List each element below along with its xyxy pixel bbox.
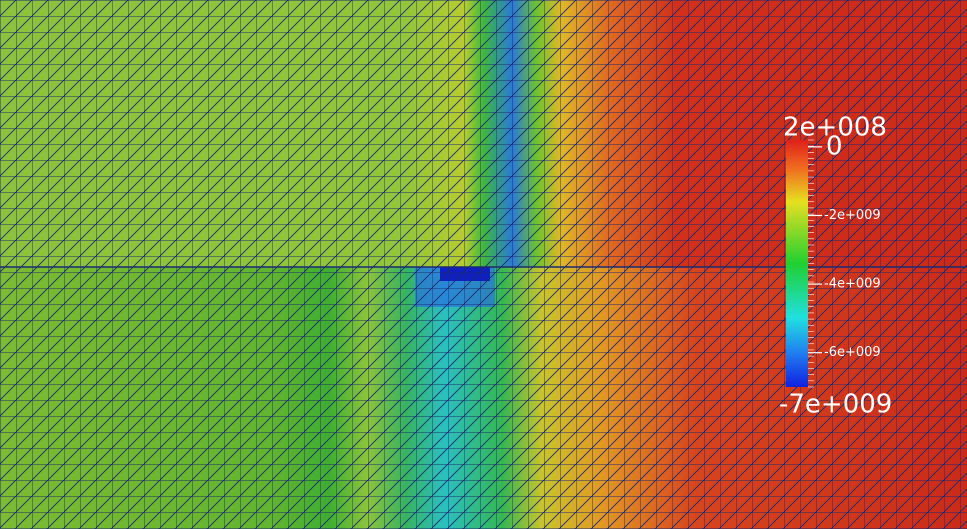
tick-label: -2e+009 [824, 208, 881, 223]
tick-label: -6e+009 [824, 345, 881, 360]
range-min-label: -7e+009 [779, 390, 892, 420]
tick-label: 0 [826, 131, 843, 161]
color-bar: 2e+008 -7e+009 0 -2e+009 -4e+009 -6e+009 [779, 113, 892, 420]
range-max-label: 2e+008 [783, 113, 887, 143]
tick-label: -4e+009 [824, 277, 881, 292]
color-bar-fill [786, 140, 808, 387]
